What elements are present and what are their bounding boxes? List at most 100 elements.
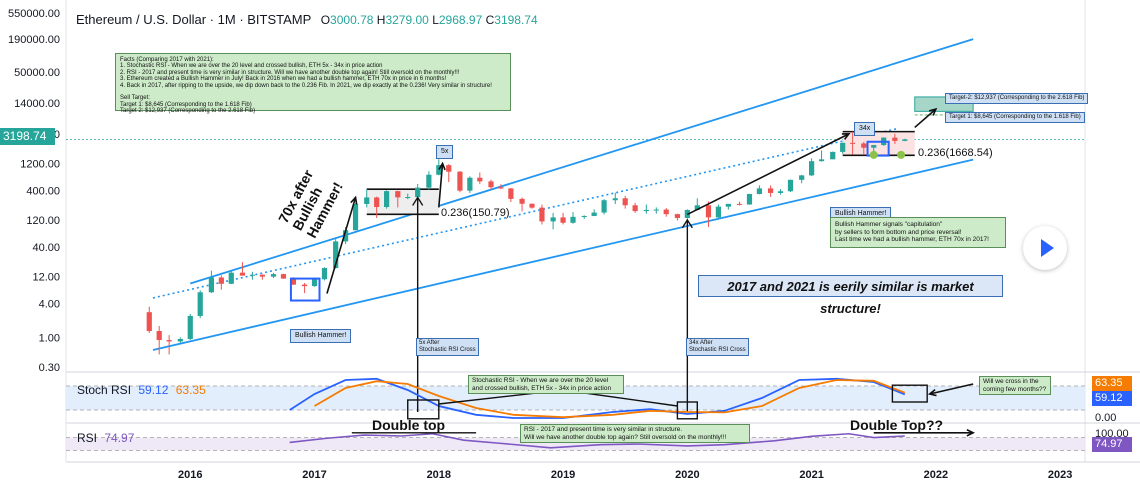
- double-top-2-arrow-head: [966, 429, 975, 437]
- candle-body: [488, 181, 494, 188]
- price-tick-label: 1200.00: [20, 158, 60, 170]
- target-2-label: Target-2: $12,937 (Corresponding to the …: [945, 93, 1089, 104]
- candle-body: [290, 278, 297, 285]
- candle-body: [570, 216, 576, 223]
- candle-body: [477, 177, 483, 182]
- candle-body: [519, 198, 525, 204]
- thirtyfour-x-vertical-head: [681, 218, 693, 229]
- candle-body: [902, 139, 908, 141]
- target-arrow-head: [928, 107, 938, 116]
- stoch-question-arrow-head: [927, 388, 937, 397]
- candle-body: [498, 187, 504, 189]
- price-tick-label: 550000.00: [8, 8, 60, 20]
- hammer-2021-dot: [869, 150, 878, 159]
- stoch-d-value: 63.35: [175, 383, 206, 397]
- candle-body: [653, 209, 659, 211]
- double-top-1-label: Double top: [372, 417, 446, 433]
- stoch-rsi-legend: Stoch RSI 59.12 63.35: [77, 383, 206, 397]
- candle-body: [612, 198, 618, 201]
- time-tick-label: 2016: [178, 469, 202, 481]
- stoch-rsi-note: Stochastic RSI - When we are over the 20…: [468, 375, 624, 394]
- candle-body: [384, 191, 390, 208]
- candle-body: [787, 179, 794, 192]
- time-tick-label: 2023: [1048, 469, 1072, 481]
- candle-body: [208, 277, 214, 293]
- candle-body: [239, 272, 246, 276]
- fib-2021-dot: [897, 150, 906, 159]
- high-value: 3279.00: [385, 13, 429, 27]
- time-tick-label: 2022: [924, 469, 948, 481]
- candle-body: [799, 175, 805, 180]
- candle-body: [218, 277, 224, 284]
- price-tick-label: 1.00: [39, 332, 60, 344]
- candle-body: [840, 142, 846, 152]
- bullish-hammer-2021-box: [866, 140, 890, 157]
- candle-body: [374, 197, 380, 208]
- time-tick-label: 2018: [427, 469, 451, 481]
- candle-body: [529, 203, 535, 208]
- rsi-legend: RSI 74.97: [77, 431, 134, 445]
- rsi-title: RSI: [77, 431, 98, 445]
- bullish-hammer-2021-note: Bullish Hammer signals "capitulation" by…: [830, 217, 1006, 248]
- candle-body: [259, 274, 265, 277]
- candle-body: [756, 188, 763, 195]
- candle-body: [892, 137, 898, 141]
- candle-body: [539, 207, 545, 222]
- target-1-label: Target 1: $8,645 (Corresponding to the 1…: [945, 112, 1085, 123]
- candle-body: [818, 159, 825, 162]
- low-key: L: [432, 13, 439, 27]
- candle-body: [415, 187, 421, 198]
- candle-body: [725, 203, 731, 207]
- candle-body: [871, 145, 877, 148]
- price-tick-label: 0.30: [39, 362, 60, 374]
- thirtyfour-x-arrow: [686, 133, 850, 216]
- price-tick-label: 4.00: [39, 298, 60, 310]
- double-top-2-label: Double Top??: [850, 417, 944, 433]
- price-tick-label: 40.00: [32, 242, 60, 254]
- price-tick-label: 400.00: [26, 185, 60, 197]
- exchange-label: BITSTAMP: [247, 12, 312, 27]
- close-key: C: [485, 13, 495, 27]
- eerily-similar-note: 2017 and 2021 is eerily similar is marke…: [698, 275, 1003, 316]
- rsi-tag: 74.97: [1092, 437, 1132, 452]
- play-icon[interactable]: [1023, 226, 1067, 270]
- chart-header: Ethereum / U.S. Dollar · 1M · BITSTAMP O…: [76, 12, 538, 27]
- candle-body: [270, 274, 277, 277]
- stoch-d-tag: 63.35: [1092, 376, 1132, 391]
- candle-body: [280, 274, 287, 279]
- close-value: 3198.74: [494, 13, 538, 27]
- candle-body: [777, 191, 784, 193]
- candle-body: [457, 171, 463, 191]
- candle-body: [632, 205, 638, 212]
- time-tick-label: 2020: [675, 469, 699, 481]
- candle-body: [601, 200, 607, 213]
- candle-body: [146, 312, 152, 332]
- candle-body: [746, 194, 753, 205]
- facts-note: Facts (Comparing 2017 with 2021): 1. Sto…: [115, 53, 511, 114]
- symbol-title[interactable]: Ethereum / U.S. Dollar: [76, 12, 207, 27]
- candle-body: [364, 197, 370, 204]
- price-tick-label: 190000.00: [8, 34, 60, 46]
- candle-body: [715, 206, 722, 218]
- seventy-x-arrow-head: [350, 195, 358, 205]
- price-tick-label: 120.00: [26, 215, 60, 227]
- candle-body: [436, 165, 442, 175]
- candle-body: [343, 230, 349, 242]
- bullish-hammer-2016-note: Bullish Hammer!: [290, 329, 352, 343]
- candle-body: [768, 188, 774, 193]
- five-x-vertical-head: [412, 196, 424, 206]
- stoch-rsi-title: Stoch RSI: [77, 383, 132, 397]
- candle-body: [643, 209, 649, 212]
- candle-body: [581, 215, 587, 217]
- candle-body: [426, 174, 432, 188]
- interval-label[interactable]: 1M: [217, 12, 236, 27]
- time-tick-label: 2019: [551, 469, 575, 481]
- candle-body: [809, 161, 815, 176]
- seventy-x-arrow: [326, 197, 357, 294]
- candle-body: [197, 292, 203, 316]
- candle-body: [405, 197, 411, 199]
- cross-question-note: Will we cross in the coming few months??: [979, 376, 1051, 395]
- candle-body: [177, 338, 183, 342]
- candle-body: [674, 214, 680, 218]
- price-tick-label: 14000.00: [14, 98, 60, 110]
